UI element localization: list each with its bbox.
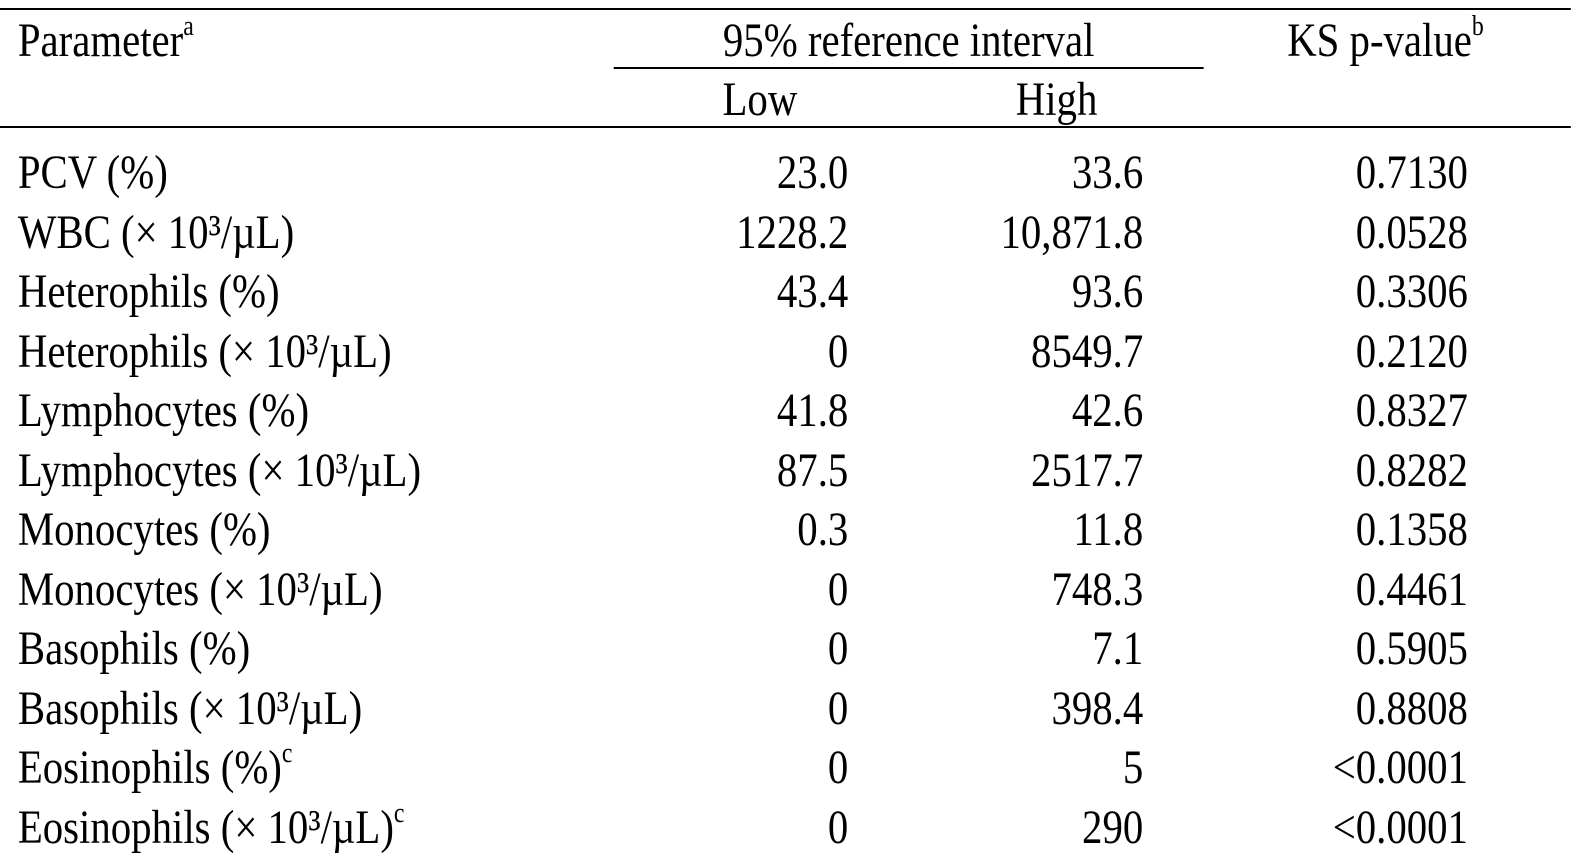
row-high: 8549.7 [1031, 324, 1144, 378]
row-parameter: Heterophils (%) [18, 268, 280, 316]
row-parameter: Lymphocytes (× 10³/µL) [17, 443, 422, 497]
row-low: 0 [827, 741, 849, 794]
header-ks: KS p-valueb [1258, 13, 1513, 67]
parameter-label: Monocytes (%) [17, 503, 271, 556]
row-high: 10,871.8 [1000, 205, 1144, 259]
header-interval-group: 95% reference interval [722, 14, 1095, 67]
row-low: 87.5 [776, 443, 849, 497]
row-low: 0 [827, 324, 849, 378]
row-high: 5 [1122, 741, 1144, 794]
row-ks: 0.2120 [1355, 324, 1468, 378]
parameter-label: PCV (%) [17, 146, 168, 199]
footnote-marker: c [393, 797, 405, 829]
row-low: 43.4 [776, 265, 849, 318]
row-high: 748.3 [1051, 562, 1144, 616]
top-rule [0, 8, 1571, 10]
parameter-label: Heterophils (%) [17, 265, 280, 318]
parameter-label: Lymphocytes (× 10³/µL) [17, 443, 422, 497]
row-high: 11.8 [1073, 503, 1144, 556]
parameter-label: Basophils (× 10³/µL) [17, 681, 363, 735]
parameter-label: Heterophils (× 10³/µL) [17, 324, 392, 378]
row-low: 0 [827, 622, 849, 675]
row-high: 42.6 [1071, 384, 1144, 437]
parameter-label: Eosinophils (× 10³/µL) [17, 800, 394, 854]
parameter-label: Lymphocytes (%) [17, 384, 310, 437]
row-ks: 0.8808 [1355, 681, 1468, 735]
spanner-rule [613, 67, 1204, 69]
parameter-label: Monocytes (× 10³/µL) [17, 562, 383, 616]
row-ks: 0.4461 [1355, 562, 1468, 616]
row-low: 23.0 [776, 146, 849, 199]
row-high: 93.6 [1071, 265, 1144, 318]
parameter-label: Basophils (%) [17, 622, 251, 675]
footnote-marker: c [281, 738, 293, 769]
header-parameter-label: Parameter [17, 14, 184, 67]
row-parameter: Basophils (× 10³/µL) [17, 681, 363, 735]
row-low: 0.3 [797, 503, 849, 556]
row-low: 0 [827, 681, 849, 735]
header-high: High [1015, 73, 1098, 126]
row-parameter: PCV (%) [18, 149, 168, 197]
footnote-marker: a [183, 11, 194, 42]
row-parameter: Lymphocytes (%) [18, 387, 309, 435]
row-low: 1228.2 [736, 205, 849, 259]
parameter-label: Eosinophils (%) [17, 741, 282, 794]
parameter-label: WBC (× 10³/µL) [17, 205, 295, 259]
footnote-marker: b [1471, 11, 1484, 42]
row-ks: 0.3306 [1355, 265, 1468, 318]
row-high: 7.1 [1092, 622, 1144, 675]
row-ks: 0.0528 [1355, 205, 1468, 259]
header-rule [0, 126, 1571, 128]
row-parameter: Eosinophils (%)c [17, 740, 293, 794]
row-high: 33.6 [1071, 146, 1144, 199]
row-ks: 0.5905 [1355, 622, 1468, 675]
row-ks: <0.0001 [1332, 800, 1468, 854]
row-ks: 0.1358 [1355, 503, 1468, 556]
row-parameter: WBC (× 10³/µL) [17, 205, 295, 259]
row-low: 0 [827, 800, 849, 854]
row-high: 290 [1082, 800, 1144, 854]
row-parameter: Monocytes (%) [18, 506, 271, 554]
row-ks: 0.7130 [1355, 146, 1468, 199]
row-ks: <0.0001 [1332, 741, 1468, 794]
header-low: Low [722, 73, 798, 126]
row-ks: 0.8327 [1355, 384, 1468, 437]
row-parameter: Heterophils (× 10³/µL) [17, 324, 392, 378]
row-high: 398.4 [1051, 681, 1144, 735]
row-high: 2517.7 [1031, 443, 1144, 497]
row-low: 41.8 [776, 384, 849, 437]
row-parameter: Basophils (%) [18, 625, 250, 673]
row-ks: 0.8282 [1355, 443, 1468, 497]
row-low: 0 [827, 562, 849, 616]
row-parameter: Eosinophils (× 10³/µL)c [17, 799, 405, 854]
header-ks-label: KS p-value [1287, 14, 1472, 67]
row-parameter: Monocytes (× 10³/µL) [17, 562, 383, 616]
header-parameter: Parametera [17, 13, 194, 67]
